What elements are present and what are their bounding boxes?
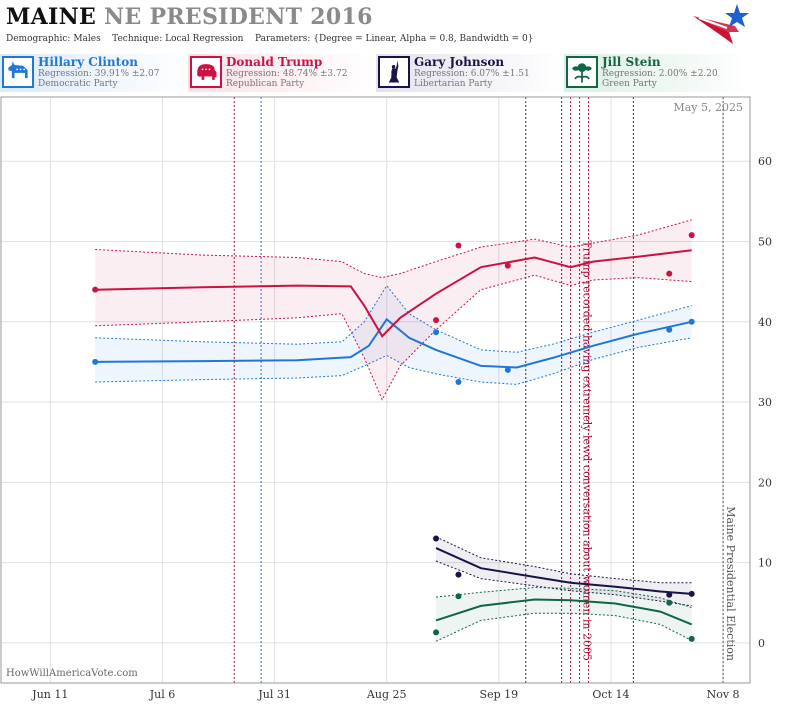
candidate-party: Democratic Party xyxy=(38,79,118,89)
candidate-name: Hillary Clinton xyxy=(38,55,138,69)
data-point xyxy=(666,599,673,606)
demographic-value: Males xyxy=(73,34,101,44)
data-point xyxy=(455,242,462,249)
series-line xyxy=(95,317,692,369)
x-tick-label: Aug 25 xyxy=(366,688,407,701)
data-point xyxy=(433,329,440,336)
band-lower xyxy=(95,274,692,401)
flower-icon xyxy=(566,56,598,88)
x-tick-label: Jun 11 xyxy=(31,688,68,701)
band-upper xyxy=(95,284,692,353)
legend-trump: Donald Trump Regression: 48.74% ±3.72 Re… xyxy=(188,54,376,92)
y-tick-label: 60 xyxy=(758,155,772,168)
band-upper xyxy=(95,219,692,279)
elephant-icon xyxy=(190,56,222,88)
page-title: MAINE NE PRESIDENT 2016 xyxy=(6,4,373,30)
band-lower xyxy=(435,612,692,642)
data-point xyxy=(666,591,673,598)
technique-label: Technique: xyxy=(112,34,163,44)
series-line xyxy=(435,598,693,626)
data-point xyxy=(92,286,99,293)
data-point xyxy=(688,635,695,642)
band-lower xyxy=(95,337,692,385)
data-point xyxy=(455,571,462,578)
candidate-legend: Hillary Clinton Regression: 39.91% ±2.07… xyxy=(0,54,789,94)
data-point xyxy=(504,366,511,373)
candidate-regression: Regression: 2.00% ±2.20 xyxy=(602,69,718,79)
data-point xyxy=(504,262,511,269)
band-upper xyxy=(435,586,692,608)
band-upper xyxy=(435,536,692,584)
regression-lines xyxy=(95,249,693,626)
parameters-value: {Degree = Linear, Alpha = 0.8, Bandwidth… xyxy=(313,34,534,44)
x-tick-label: Jul 6 xyxy=(149,688,176,701)
data-point xyxy=(688,590,695,597)
title-rest: NE PRESIDENT 2016 xyxy=(96,4,373,30)
data-point xyxy=(666,270,673,277)
technique-value: Local Regression xyxy=(165,34,244,44)
confidence-band xyxy=(95,219,692,400)
title-state: MAINE xyxy=(6,4,97,30)
y-tick-label: 10 xyxy=(758,557,772,570)
y-tick-label: 0 xyxy=(758,637,765,650)
donkey-icon xyxy=(2,56,34,88)
candidate-regression: Regression: 6.07% ±1.51 xyxy=(414,69,530,79)
candidate-party: Libertarian Party xyxy=(414,79,493,89)
series-line xyxy=(435,547,692,595)
data-point xyxy=(455,593,462,600)
footer-site: HowWillAmericaVote.com xyxy=(6,668,138,679)
candidate-name: Donald Trump xyxy=(226,55,323,69)
band-lower xyxy=(435,560,692,607)
legend-clinton: Hillary Clinton Regression: 39.91% ±2.07… xyxy=(0,54,188,92)
y-tick-label: 40 xyxy=(758,316,772,329)
legend-stein: Jill Stein Regression: 2.00% ±2.20 Green… xyxy=(564,54,752,92)
candidate-party: Green Party xyxy=(602,79,657,89)
data-point xyxy=(666,326,673,333)
confidence-band xyxy=(436,587,692,642)
y-tick-label: 50 xyxy=(758,235,772,248)
x-tick-label: Nov 8 xyxy=(707,688,740,701)
axis-labels: 0 10 20 30 40 50 60 Jun 11 Jul 6 Jul 31 Aug 25 Sep … xyxy=(31,155,772,701)
poll-points xyxy=(92,232,695,642)
y-tick-label: 30 xyxy=(758,396,772,409)
data-point xyxy=(433,317,440,324)
date-label: May 5, 2025 xyxy=(673,101,743,114)
confidence-bands xyxy=(95,219,692,642)
confidence-band xyxy=(436,536,692,606)
data-point xyxy=(688,318,695,325)
demographic-label: Demographic: xyxy=(6,34,71,44)
y-tick-label: 20 xyxy=(758,476,772,489)
series-line xyxy=(95,249,692,338)
star-logo-icon xyxy=(693,4,749,44)
event-lines: Trump recorded having extremely lewd con… xyxy=(233,97,737,683)
x-tick-label: Sep 19 xyxy=(480,688,519,701)
parameters-line: Demographic: Males Technique: Local Regr… xyxy=(6,34,534,44)
data-point xyxy=(433,535,440,542)
data-point xyxy=(433,629,440,636)
liberty-statue-icon xyxy=(378,56,410,88)
plot-frame xyxy=(0,96,751,684)
candidate-party: Republican Party xyxy=(226,79,305,89)
candidate-regression: Regression: 48.74% ±3.72 xyxy=(226,69,348,79)
candidate-regression: Regression: 39.91% ±2.07 xyxy=(38,69,160,79)
data-point xyxy=(455,378,462,385)
chart-grid xyxy=(1,97,750,683)
annotation-text: Maine Presidential Election xyxy=(724,506,737,661)
annotation-text: Trump recorded having extremely lewd con… xyxy=(581,240,594,661)
confidence-band xyxy=(95,285,692,385)
x-tick-label: Oct 14 xyxy=(592,688,629,701)
x-tick-label: Jul 31 xyxy=(257,688,291,701)
legend-johnson: Gary Johnson Regression: 6.07% ±1.51 Lib… xyxy=(376,54,564,92)
data-point xyxy=(92,358,99,365)
parameters-label: Parameters: xyxy=(254,34,311,44)
data-point xyxy=(688,232,695,239)
candidate-name: Jill Stein xyxy=(602,55,661,69)
candidate-name: Gary Johnson xyxy=(414,55,505,69)
